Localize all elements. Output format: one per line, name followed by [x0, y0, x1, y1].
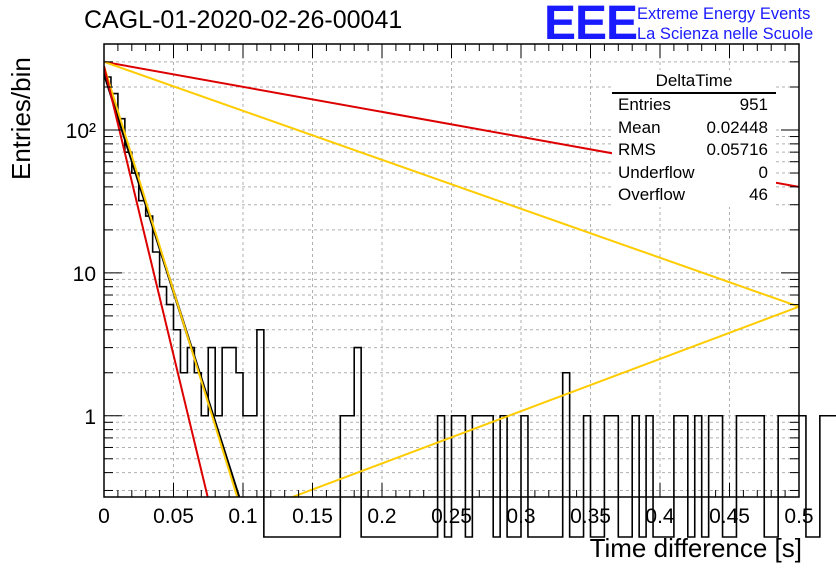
fit-curve — [104, 60, 799, 308]
stats-value: 46 — [749, 185, 768, 204]
stats-label: Overflow — [618, 185, 686, 204]
stats-value: 0 — [758, 162, 768, 182]
stats-row: Underflow 0 — [612, 162, 776, 185]
fit-curve — [104, 65, 209, 497]
stats-value: 0.02448 — [706, 117, 768, 137]
stats-label: RMS — [618, 140, 656, 159]
stats-label: Mean — [618, 117, 661, 137]
x-tick-label: 0.1 — [228, 505, 257, 528]
x-tick-label: 0.05 — [153, 505, 194, 528]
x-axis-label: Time difference [s] — [589, 533, 802, 563]
logo-caption-line1: Extreme Energy Events — [637, 5, 811, 23]
stats-row: Mean 0.02448 — [612, 117, 776, 140]
eee-logo: EEE — [544, 0, 638, 50]
y-tick-label: 1 — [84, 406, 96, 429]
stats-title: DeltaTime — [612, 70, 776, 94]
axis-ticks — [103, 43, 800, 497]
stats-label: Entries — [618, 95, 671, 114]
stats-row: RMS 0.05716 — [612, 139, 776, 162]
stats-row: Entries 951 — [612, 94, 776, 117]
stats-label: Underflow — [618, 162, 695, 182]
x-tick-label: 0.2 — [367, 505, 396, 528]
logo-caption: Extreme Energy Events La Scienza nelle S… — [637, 4, 813, 44]
y-tick-label: 10 — [73, 263, 96, 286]
histogram-outline — [104, 76, 836, 538]
fit-curve — [104, 65, 799, 497]
y-tick-label: 10² — [66, 120, 96, 143]
stats-row: Overflow 46 — [612, 184, 776, 207]
x-tick-label: 0.35 — [570, 505, 611, 528]
stats-value: 951 — [739, 95, 768, 114]
x-tick-label: 0 — [98, 505, 110, 528]
x-tick-label: 0.45 — [709, 505, 750, 528]
y-axis-label: Entries/bin — [6, 57, 36, 180]
x-tick-label: 0.15 — [292, 505, 333, 528]
x-tick-label: 0.5 — [784, 505, 813, 528]
histogram-bars — [104, 76, 836, 538]
x-tick-label: 0.4 — [645, 505, 675, 528]
stats-box: DeltaTime Entries 951 Mean 0.02448 RMS 0.05… — [612, 70, 776, 207]
run-title: CAGL-01-2020-02-26-00041 — [84, 6, 403, 34]
tick-labels: 0 0.05 0.1 0.15 0.2 0.25 0.3 0.35 0.4 0.45 0.5 1 10 1… — [66, 120, 814, 528]
grid-lines — [104, 43, 799, 497]
logo-caption-line2: La Scienza nelle Scuole — [637, 25, 814, 43]
x-tick-label: 0.25 — [431, 505, 472, 528]
stats-value: 0.05716 — [706, 140, 768, 159]
x-tick-label: 0.3 — [506, 505, 535, 528]
